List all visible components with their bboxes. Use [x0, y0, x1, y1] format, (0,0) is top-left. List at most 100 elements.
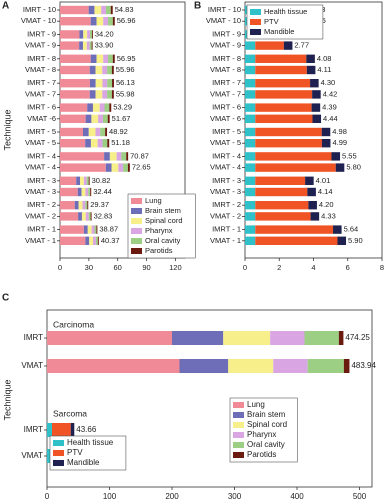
x-tick-label: 0 — [243, 263, 247, 272]
total-label: 70.87 — [130, 151, 149, 160]
bar-segment — [95, 127, 101, 137]
legend-swatch — [131, 208, 142, 214]
total-label: 43.66 — [76, 425, 97, 434]
plot-frame — [46, 309, 373, 488]
bar-segment — [47, 359, 180, 373]
group-label: Sarcoma — [53, 408, 87, 418]
total-label: 55.96 — [116, 65, 135, 74]
bar-segment — [60, 201, 75, 210]
total-label: 56.95 — [117, 54, 136, 63]
bar-segment — [245, 163, 256, 172]
bar-segment — [96, 17, 104, 26]
legend-label: Mandible — [67, 458, 100, 467]
bar-segment — [255, 79, 311, 88]
bar-segment — [245, 225, 256, 234]
bar-segment — [89, 236, 94, 245]
bar-segment — [91, 225, 95, 234]
bar-segment — [97, 236, 99, 245]
bar-segment — [255, 163, 336, 172]
bar-segment — [172, 331, 224, 345]
bar-segment — [91, 30, 93, 39]
bar-segment — [308, 201, 317, 210]
bar-segment — [78, 201, 83, 210]
bar-segment — [96, 225, 98, 234]
bar-segment — [76, 176, 81, 185]
legend-swatch — [233, 432, 244, 438]
bar-segment — [331, 152, 341, 161]
x-tick-label: 400 — [290, 492, 304, 500]
legend-swatch — [131, 198, 142, 204]
bar-segment — [95, 90, 103, 99]
y-tick-label: VMAT - 2 — [210, 211, 241, 220]
y-tick-label: VMAT - 9 — [210, 41, 241, 50]
bar-segment — [83, 30, 88, 39]
bar-segment — [108, 54, 113, 63]
panel-label: A — [2, 1, 9, 12]
bar-segment — [86, 41, 90, 50]
bar-segment — [78, 212, 82, 221]
total-label: 4.01 — [316, 176, 331, 185]
y-tick-label: IMRT - 5 — [27, 127, 56, 136]
bar-segment — [245, 201, 256, 210]
bar-segment — [88, 212, 91, 221]
bar-segment — [60, 79, 90, 88]
bar-segment — [255, 225, 334, 234]
panel-label: C — [2, 293, 9, 304]
bar-segment — [305, 176, 314, 185]
bar-segment — [255, 103, 312, 112]
bar-segment — [107, 65, 112, 75]
legend-swatch — [53, 450, 64, 456]
legend-swatch — [250, 9, 261, 15]
bar-segment — [97, 139, 103, 148]
bar-segment — [312, 90, 321, 99]
bar-segment — [90, 187, 92, 197]
bar-segment — [179, 359, 229, 373]
bar-segment — [255, 65, 307, 75]
bar-segment — [96, 54, 104, 63]
bar-segment — [108, 17, 113, 26]
y-tick-label: IMRT - 4 — [212, 151, 241, 160]
y-tick-label: IMRT - 2 — [27, 200, 56, 209]
y-tick-label: IMRT - 1 — [212, 225, 241, 234]
total-label: 4.39 — [322, 103, 337, 112]
bar-segment — [310, 79, 319, 88]
y-axis-label: Technique — [2, 109, 12, 150]
bar-segment — [255, 236, 338, 245]
bar-segment — [74, 201, 79, 210]
total-label: 4.20 — [319, 200, 334, 209]
bar-segment — [85, 139, 91, 148]
y-tick-label: IMRT - 8 — [212, 54, 241, 63]
bar-segment — [82, 41, 87, 50]
bar-segment — [60, 30, 80, 39]
x-tick-label: 90 — [142, 263, 150, 272]
y-tick-label: VMAT - 10 — [206, 16, 241, 25]
legend-swatch — [233, 452, 244, 458]
bar-segment — [105, 5, 111, 15]
bar-segment — [60, 139, 86, 148]
total-label: 51.18 — [111, 138, 130, 147]
y-tick-label: VMAT - 1 — [25, 236, 56, 245]
bar-segment — [70, 423, 75, 437]
total-label: 474.25 — [345, 333, 370, 342]
legend-swatch — [250, 29, 261, 35]
x-tick-label: 4 — [311, 263, 315, 272]
x-tick-label: 500 — [353, 492, 367, 500]
y-tick-label: VMAT - 2 — [25, 211, 56, 220]
bar-segment — [102, 79, 108, 88]
bar-segment — [90, 54, 97, 63]
legend-swatch — [131, 248, 142, 254]
bar-segment — [85, 201, 88, 210]
total-label: 5.55 — [342, 151, 357, 160]
y-tick-label: VMAT — [21, 361, 43, 370]
bar-segment — [245, 139, 256, 148]
bar-segment — [85, 114, 92, 123]
total-label: 4.14 — [318, 187, 333, 196]
bar-segment — [88, 5, 95, 15]
bar-segment — [60, 163, 106, 172]
bar-segment — [60, 103, 88, 112]
y-tick-label: VMAT - 7 — [25, 89, 56, 98]
bar-segment — [245, 152, 256, 161]
legend-swatch — [131, 238, 142, 244]
bar-segment — [100, 127, 106, 137]
